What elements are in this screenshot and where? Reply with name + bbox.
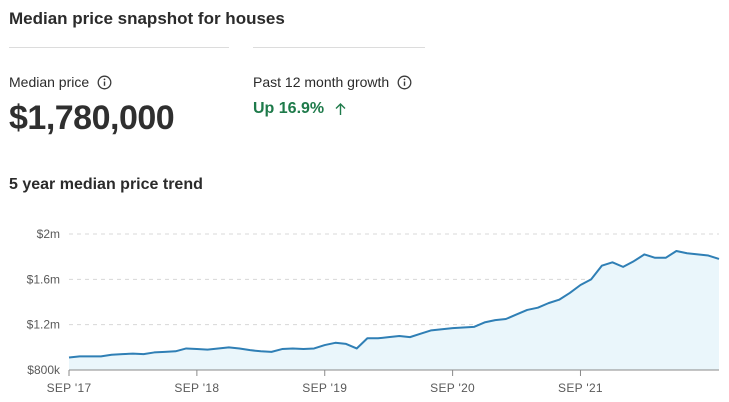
growth-indicator: Up 16.9% [253,100,347,118]
info-icon[interactable] [397,75,412,90]
divider-left [9,47,229,48]
page-title: Median price snapshot for houses [9,9,285,28]
price-line [68,250,720,359]
growth-label: Past 12 month growth [253,74,412,90]
price-trend-chart: $800k $1.2m $1.6m $2m SEP '17 SEP '18 SEP '19 S… [27,227,720,395]
median-price-value: $1,780,000 [9,99,175,137]
growth-value: Up 16.9% [253,100,325,117]
median-price-label-text: Median price [9,74,90,90]
growth-label-text: Past 12 month growth [253,74,390,90]
price-area [69,251,719,370]
y-tick-label: $1.6m [27,272,60,286]
x-tick-label: SEP '18 [174,381,219,395]
x-tick-label: SEP '20 [430,381,475,395]
arrow-up-icon [334,102,347,116]
y-tick-label: $1.2m [27,318,60,332]
y-tick-label: $800k [27,363,61,377]
trend-section-title: 5 year median price trend [9,176,203,193]
divider-right [253,47,425,48]
y-tick-label: $2m [37,227,60,241]
median-price-label: Median price [9,74,112,90]
x-tick-label: SEP '17 [47,381,92,395]
info-icon[interactable] [97,75,112,90]
x-tick-label: SEP '21 [558,381,603,395]
x-tick-label: SEP '19 [302,381,347,395]
